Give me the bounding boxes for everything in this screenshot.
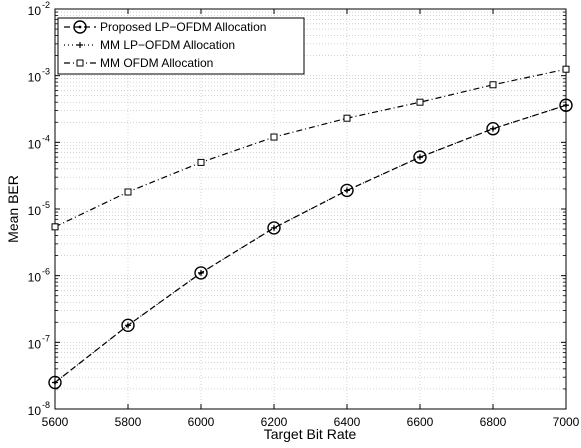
y-tick-label: 10 [28,404,42,418]
y-tick-label: 10 [28,4,42,18]
x-tick-label: 5600 [42,415,69,429]
data-point [52,379,58,386]
data-point [48,375,62,390]
data-point [198,269,204,276]
legend-marker [77,42,83,48]
axes: 5600 5800 6000 6200 6400 6600 6800 700010-810-7… [28,0,580,429]
grid [55,9,566,409]
y-tick-label: 10 [28,137,42,151]
series-3 [51,65,570,231]
y-tick-exponent: -7 [42,333,50,343]
data-point [270,133,278,141]
data-point [417,154,423,161]
data-point [121,318,135,333]
legend-marker [76,59,84,67]
data-point [271,224,277,231]
y-tick-label: 10 [28,271,42,285]
legend-box [57,17,305,75]
data-point [486,122,500,136]
legend-marker-center [78,25,82,29]
y-tick-exponent: -8 [42,400,50,410]
y-axis-label: Mean BER [5,175,21,243]
data-point [490,125,496,132]
data-point [489,81,497,89]
y-tick-exponent: -4 [42,133,50,143]
data-point [416,98,424,106]
x-tick-label: 6000 [188,415,215,429]
x-tick-label: 6800 [480,415,507,429]
data-point [343,114,351,122]
data-point [51,223,59,231]
data-point [562,65,570,73]
data-point [344,187,350,194]
data-point [340,183,354,198]
x-tick-label: 6600 [407,415,434,429]
x-tick-label: 7000 [553,415,580,429]
series-2 [52,102,569,386]
data-point [124,188,132,196]
series-line [54,104,567,383]
data-point [413,150,427,164]
data-point [563,102,569,109]
legend-marker [73,20,87,34]
x-axis-label: Target Bit Rate [264,426,357,442]
y-tick-label: 10 [28,204,42,218]
y-tick-label: 10 [28,337,42,351]
x-tick-label: 6200 [261,415,288,429]
legend-label: MM LP−OFDM Allocation [100,38,235,52]
y-tick-exponent: -6 [42,267,50,277]
series-layer [48,65,573,390]
y-tick-exponent: -5 [42,200,50,210]
y-tick-exponent: -2 [42,0,50,10]
legend-label: Proposed LP−OFDM Allocation [100,20,266,34]
data-point [125,322,131,329]
data-point [267,221,281,235]
y-tick-label: 10 [28,71,42,85]
x-tick-label: 5800 [115,415,142,429]
legend-label: MM OFDM Allocation [100,56,213,70]
series-1 [48,98,573,390]
data-point [197,158,205,166]
legend: Proposed LP−OFDM Allocation MM LP−OFDM Al… [57,17,305,75]
data-point [194,266,208,280]
y-tick-exponent: -3 [42,67,50,77]
data-point [559,98,573,112]
series-line [54,68,567,228]
x-tick-label: 6400 [334,415,361,429]
